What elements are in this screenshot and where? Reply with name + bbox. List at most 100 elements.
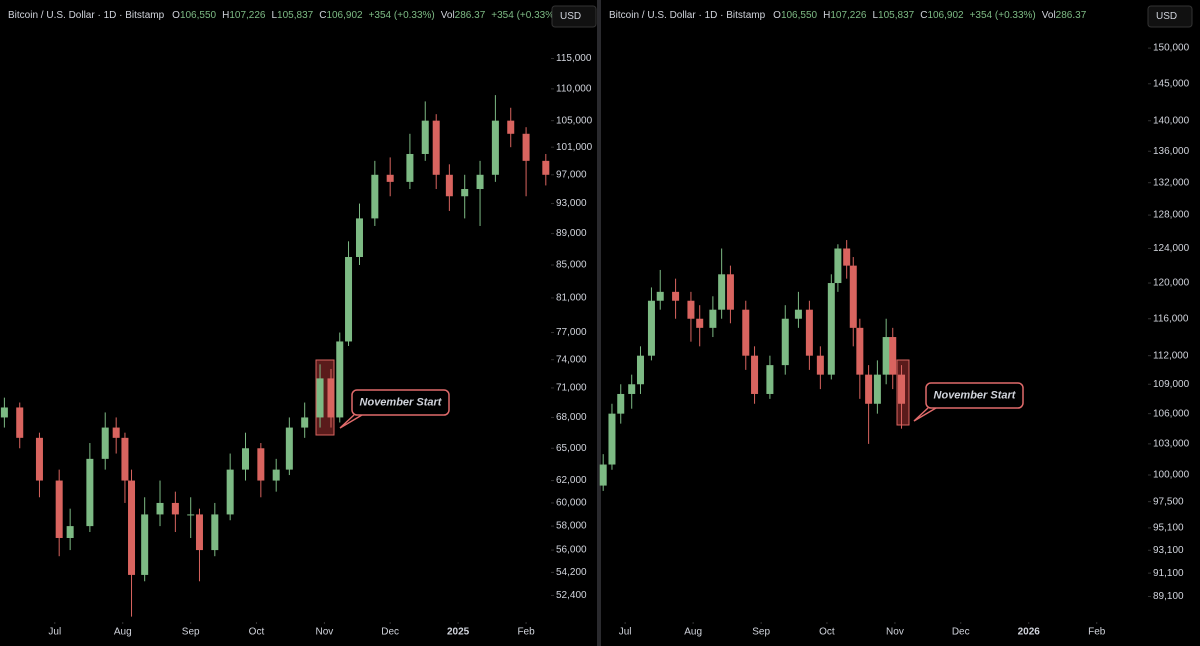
x-tick-label: Jul — [48, 627, 61, 638]
currency-button[interactable] — [1147, 5, 1193, 28]
y-tick-label: 140,000 — [1153, 115, 1190, 126]
currency-label: USD — [560, 11, 581, 22]
candle-body — [781, 318, 789, 366]
x-tick-label: Oct — [819, 627, 835, 638]
y-tick-label: 136,000 — [1153, 146, 1190, 157]
candle-body — [121, 437, 129, 481]
candle-body — [608, 413, 616, 465]
callout-box — [925, 382, 1024, 409]
candle-body — [301, 417, 309, 428]
candle-body — [16, 407, 24, 438]
volume: 286.37 — [1056, 10, 1087, 21]
candle-body — [709, 309, 717, 328]
x-tick-label: Nov — [886, 627, 904, 638]
y-tick-label: 56,000 — [556, 545, 587, 556]
callout-pointer — [339, 414, 363, 429]
candle-body — [316, 378, 324, 418]
y-tick-label: 124,000 — [1153, 243, 1190, 254]
ohlc-value: 106,550 — [781, 10, 818, 21]
y-tick-label: 115,000 — [556, 53, 592, 64]
ohlc-label: O — [172, 10, 180, 21]
ohlc-label: H — [823, 10, 830, 21]
candle-body — [522, 133, 530, 161]
candle-body — [445, 174, 453, 197]
y-tick-label: 81,000 — [556, 293, 587, 304]
candle-body — [898, 374, 906, 404]
candle-body — [873, 374, 881, 404]
volume: 286.37 — [455, 10, 486, 21]
candle-body — [636, 355, 644, 385]
y-tick-label: 97,500 — [1153, 496, 1184, 507]
candle-body — [35, 437, 43, 481]
ohlc-value: 105,837 — [878, 10, 915, 21]
candle-body — [156, 502, 164, 515]
candle-body — [687, 300, 695, 319]
volume-label: Vol — [441, 10, 455, 21]
volume-change: +354 (+0.33%) — [491, 10, 557, 21]
x-tick-label: Oct — [249, 627, 265, 638]
candle-body — [696, 318, 704, 328]
ohlc-value: 107,226 — [830, 10, 867, 21]
candle-body — [171, 502, 179, 515]
candle-body — [617, 393, 625, 414]
candle-body — [257, 448, 265, 481]
y-tick-label: 89,100 — [1153, 591, 1184, 602]
candle-body — [599, 464, 607, 486]
candle-body — [476, 174, 484, 190]
currency-button[interactable] — [551, 5, 597, 28]
y-tick-label: 112,000 — [1153, 350, 1189, 361]
x-tick-label: Aug — [114, 627, 132, 638]
y-tick-label: 120,000 — [1153, 278, 1190, 289]
candle-body — [371, 174, 379, 219]
candle-body — [816, 355, 824, 375]
candle-body — [86, 458, 94, 527]
ohlc-value: 107,226 — [229, 10, 266, 21]
ohlc-value: 106,550 — [180, 10, 217, 21]
candle-body — [805, 309, 813, 356]
y-tick-label: 95,100 — [1153, 523, 1184, 534]
y-tick-label: 97,000 — [556, 169, 587, 180]
y-tick-label: 60,000 — [556, 498, 587, 509]
x-tick-label: Sep — [182, 627, 200, 638]
y-tick-label: 93,100 — [1153, 545, 1184, 556]
candle-body — [718, 274, 726, 310]
candle-body — [55, 480, 63, 538]
y-tick-label: 58,000 — [556, 521, 587, 532]
candle-body — [461, 189, 469, 197]
y-tick-label: 91,100 — [1153, 568, 1184, 579]
change: +354 (+0.33%) — [369, 10, 435, 21]
candle-body — [112, 427, 120, 438]
x-tick-label: Dec — [381, 627, 399, 638]
candle-body — [843, 248, 851, 266]
candle-body — [355, 218, 363, 258]
candle-body — [272, 469, 280, 481]
candle-body — [672, 291, 680, 301]
y-tick-label: 89,000 — [556, 228, 587, 239]
candle-body — [865, 374, 873, 404]
candle-body — [327, 378, 335, 418]
y-tick-label: 145,000 — [1153, 78, 1190, 89]
y-tick-label: 85,000 — [556, 260, 587, 271]
x-tick-label: Sep — [752, 627, 770, 638]
candle-body — [856, 327, 864, 375]
y-tick-label: 100,000 — [1153, 470, 1190, 481]
x-tick-label: Jul — [619, 627, 632, 638]
y-tick-label: 74,000 — [556, 354, 587, 365]
ohlc-label: L — [872, 10, 878, 21]
candle-body — [128, 480, 136, 575]
x-tick-label: Nov — [316, 627, 334, 638]
y-tick-label: 52,400 — [556, 590, 587, 601]
callout-pointer — [913, 407, 937, 422]
candle-body — [742, 309, 750, 356]
y-tick-label: 65,000 — [556, 443, 587, 454]
y-tick-label: 77,000 — [556, 327, 587, 338]
y-tick-label: 62,000 — [556, 475, 587, 486]
y-tick-label: 105,000 — [556, 115, 593, 126]
ohlc-label: L — [271, 10, 277, 21]
volume-label: Vol — [1042, 10, 1056, 21]
candle-body — [647, 300, 655, 356]
candle-body — [101, 427, 109, 459]
x-tick-label: Aug — [684, 627, 702, 638]
y-tick-label: 132,000 — [1153, 177, 1190, 188]
